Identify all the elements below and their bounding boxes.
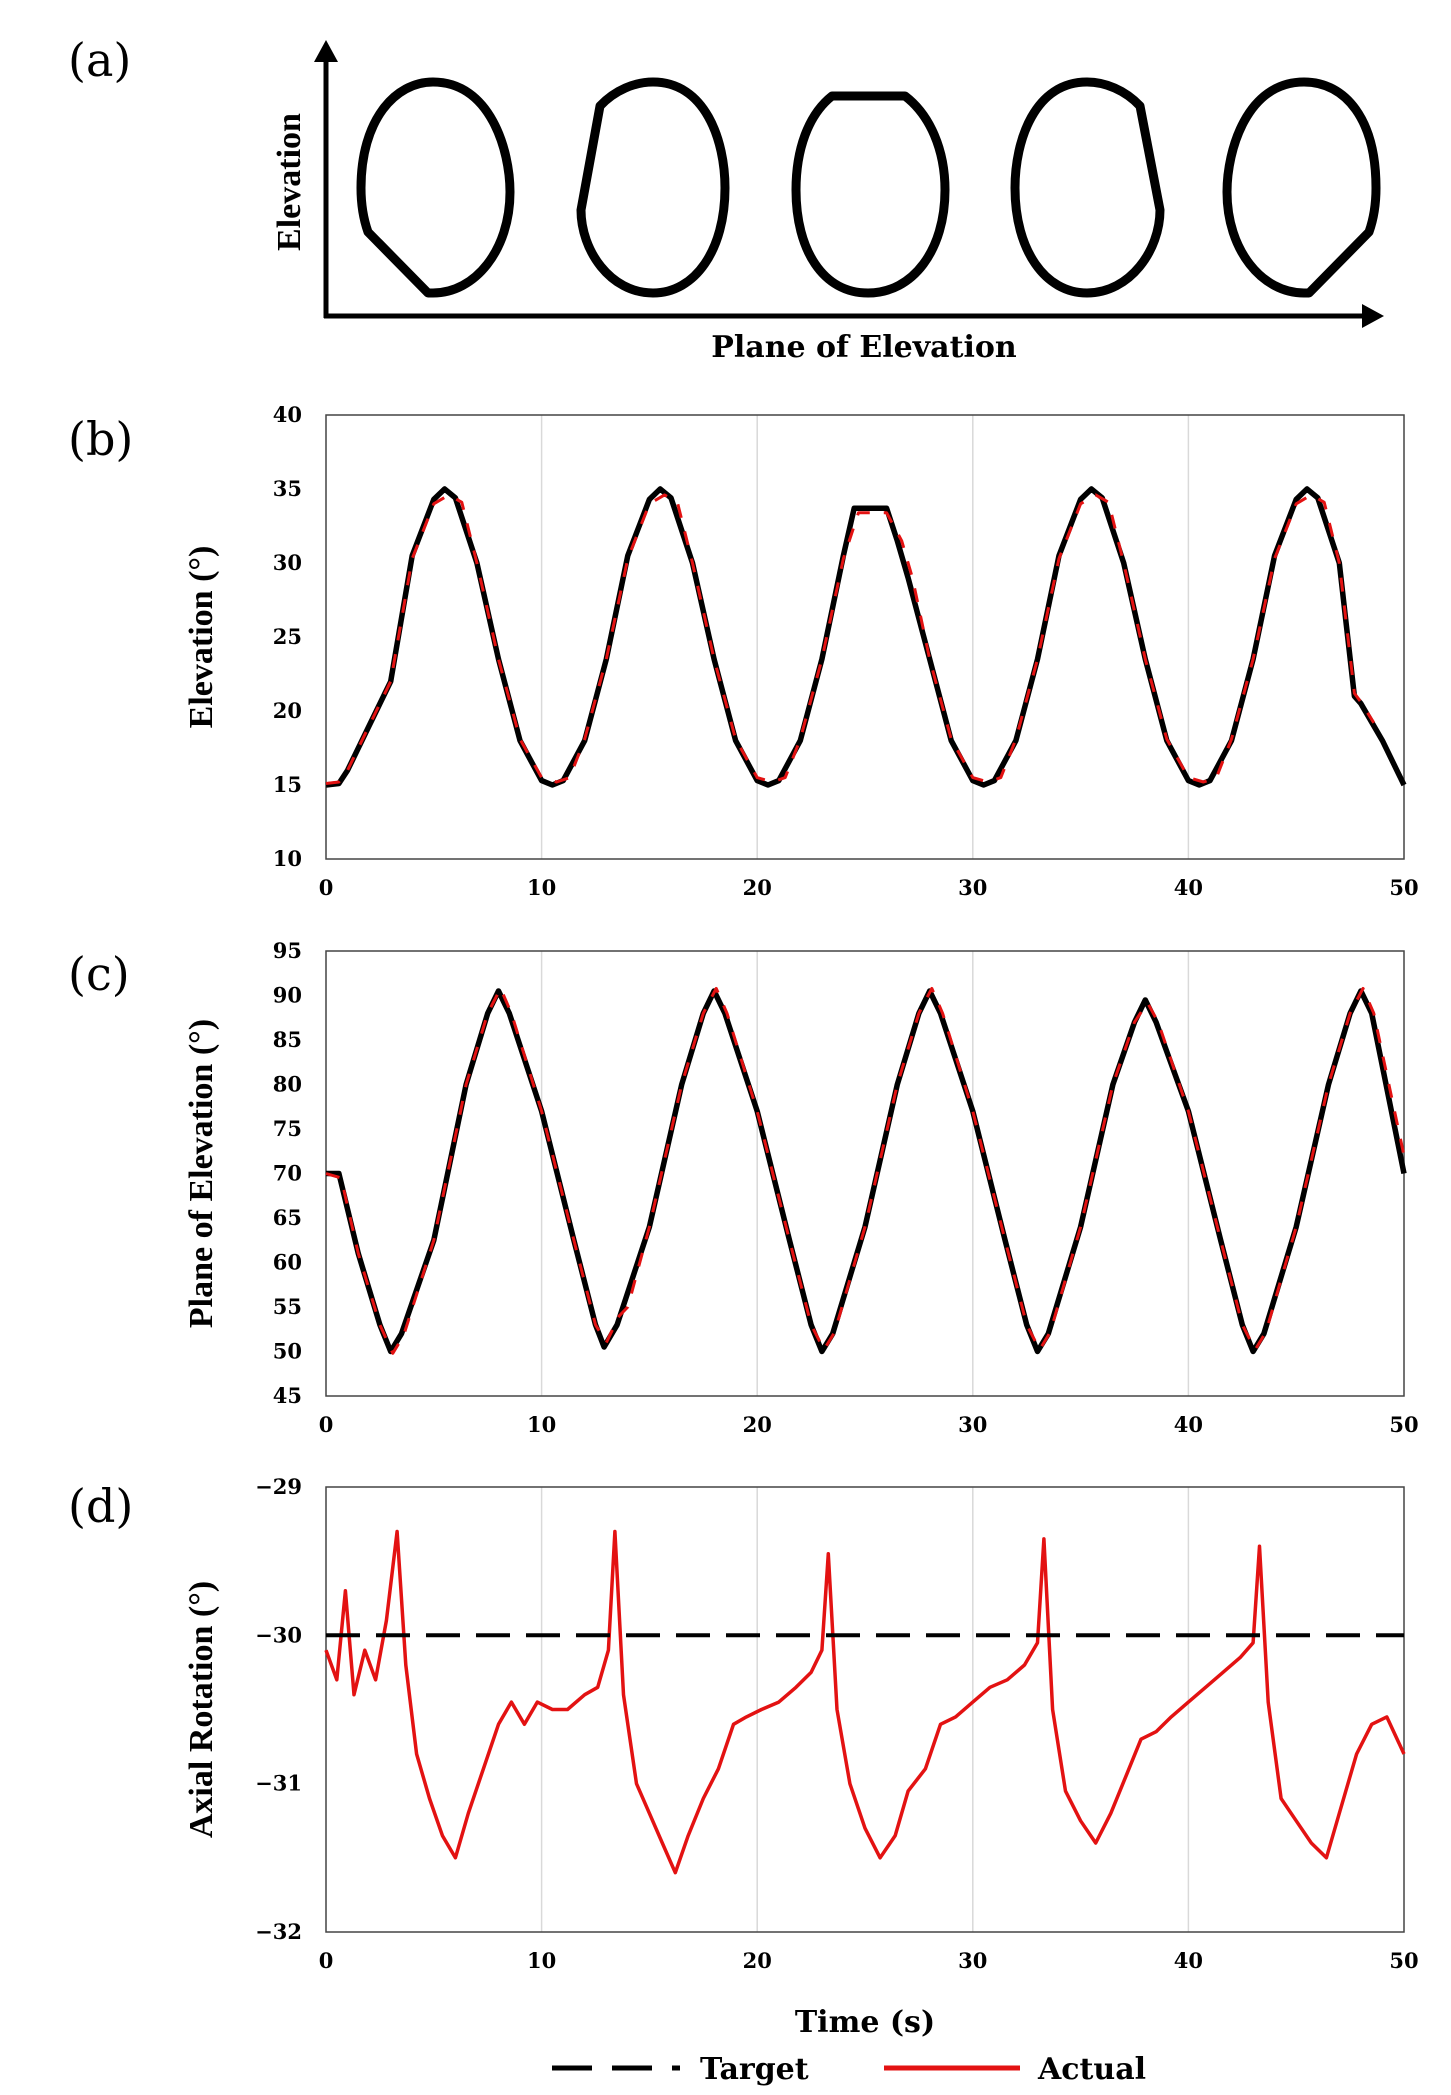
chart-d-y-tick-label: −30 bbox=[255, 1622, 302, 1647]
chart-b-x-tick-label: 10 bbox=[527, 875, 556, 900]
chart-c-x-tick-label: 20 bbox=[743, 1412, 772, 1437]
chart-c-y-tick-label: 95 bbox=[273, 938, 302, 963]
chart-b-y-tick-label: 25 bbox=[273, 624, 302, 649]
panel-a-x-arrowhead bbox=[1362, 304, 1384, 328]
chart-d-x-tick-label: 30 bbox=[958, 1948, 987, 1973]
chart-elevation: 0 10 20 30 40 50 10 15 20 25 30 35 40 Elevation (°) bbox=[183, 402, 1419, 900]
chart-b-y-tick-label: 15 bbox=[273, 772, 302, 797]
chart-d-x-tick-label: 20 bbox=[743, 1948, 772, 1973]
chart-c-x-tick-label: 50 bbox=[1389, 1412, 1418, 1437]
panel-a-x-label: Plane of Elevation bbox=[711, 330, 1017, 365]
chart-c-y-tick-label: 75 bbox=[273, 1116, 302, 1141]
chart-b-x-tick-label: 40 bbox=[1174, 875, 1203, 900]
legend: Target Actual bbox=[552, 2052, 1146, 2087]
chart-c-x-tick-label: 0 bbox=[319, 1412, 334, 1437]
chart-c-y-tick-label: 80 bbox=[273, 1072, 302, 1097]
chart-d-series-actual bbox=[324, 1529, 1406, 1875]
chart-d-y-tick-label: −32 bbox=[255, 1919, 302, 1944]
shape-flat-top bbox=[791, 91, 950, 298]
chart-b-series-actual bbox=[325, 493, 1376, 785]
chart-c-y-tick-label: 85 bbox=[273, 1027, 302, 1052]
chart-b-x-tick-label: 20 bbox=[743, 875, 772, 900]
panel-a-axes bbox=[314, 40, 1384, 328]
chart-c-y-tick-label: 60 bbox=[273, 1250, 302, 1275]
panel-a-y-arrowhead bbox=[314, 40, 338, 62]
chart-d-y-tick-label: −29 bbox=[255, 1474, 302, 1499]
chart-d-x-tick-label: 50 bbox=[1389, 1948, 1418, 1973]
chart-c-series-actual bbox=[325, 986, 1406, 1355]
chart-c-x-tick-label: 30 bbox=[958, 1412, 987, 1437]
chart-c-series-target bbox=[326, 988, 1407, 1355]
chart-axial-rotation: 0 10 20 30 40 50 −32 −31 −30 −29 Axial Rotation (°… bbox=[183, 1474, 1419, 2040]
legend-actual-label: Actual bbox=[1037, 2052, 1146, 2087]
chart-b-y-tick-label: 10 bbox=[273, 846, 302, 871]
legend-target-label: Target bbox=[700, 2052, 809, 2087]
chart-d-plot-frame bbox=[325, 1486, 1405, 1933]
chart-plane-of-elevation: 0 10 20 30 40 50 45 50 55 60 65 70 75 80 85 90 95 Plane o… bbox=[183, 938, 1419, 1437]
shape-lower-left-cut bbox=[356, 77, 515, 298]
panel-a-y-label: Elevation bbox=[271, 113, 308, 251]
chart-b-plot-frame bbox=[325, 414, 1405, 860]
chart-c-y-tick-label: 65 bbox=[273, 1205, 302, 1230]
chart-d-y-label: Axial Rotation (°) bbox=[183, 1581, 220, 1838]
chart-b-x-tick-label: 30 bbox=[958, 875, 987, 900]
panel-a-shapes bbox=[356, 77, 1381, 298]
chart-d-x-label: Time (s) bbox=[795, 2005, 935, 2040]
chart-b-y-tick-label: 40 bbox=[273, 402, 302, 427]
chart-c-x-tick-label: 40 bbox=[1174, 1412, 1203, 1437]
chart-b-series-target bbox=[325, 486, 1407, 788]
chart-c-y-label: Plane of Elevation (°) bbox=[183, 1019, 220, 1328]
chart-b-y-tick-label: 30 bbox=[273, 550, 302, 575]
chart-c-y-tick-label: 45 bbox=[273, 1383, 302, 1408]
chart-d-x-tick-label: 0 bbox=[319, 1948, 334, 1973]
chart-b-x-tick-label: 50 bbox=[1389, 875, 1418, 900]
chart-d-x-tick-label: 40 bbox=[1174, 1948, 1203, 1973]
panel-a-label: (a) bbox=[68, 33, 131, 87]
shape-lower-right-cut bbox=[1222, 77, 1381, 298]
chart-c-y-tick-label: 70 bbox=[273, 1161, 302, 1186]
panel-b-label: (b) bbox=[68, 412, 133, 466]
chart-b-y-label: Elevation (°) bbox=[183, 546, 220, 729]
shape-upper-left-cut bbox=[576, 77, 730, 298]
chart-c-y-tick-label: 50 bbox=[273, 1339, 302, 1364]
chart-b-y-tick-label: 20 bbox=[273, 698, 302, 723]
panel-d-label: (d) bbox=[68, 1479, 133, 1533]
chart-d-x-tick-label: 10 bbox=[527, 1948, 556, 1973]
chart-b-x-tick-label: 0 bbox=[319, 875, 334, 900]
shape-upper-right-cut bbox=[1010, 77, 1165, 298]
chart-c-x-tick-label: 10 bbox=[527, 1412, 556, 1437]
chart-d-y-tick-label: −31 bbox=[255, 1771, 302, 1796]
panel-c-label: (c) bbox=[68, 947, 130, 1001]
chart-c-y-tick-label: 55 bbox=[273, 1294, 302, 1319]
chart-c-y-tick-label: 90 bbox=[273, 983, 302, 1008]
chart-b-y-tick-label: 35 bbox=[273, 476, 302, 501]
